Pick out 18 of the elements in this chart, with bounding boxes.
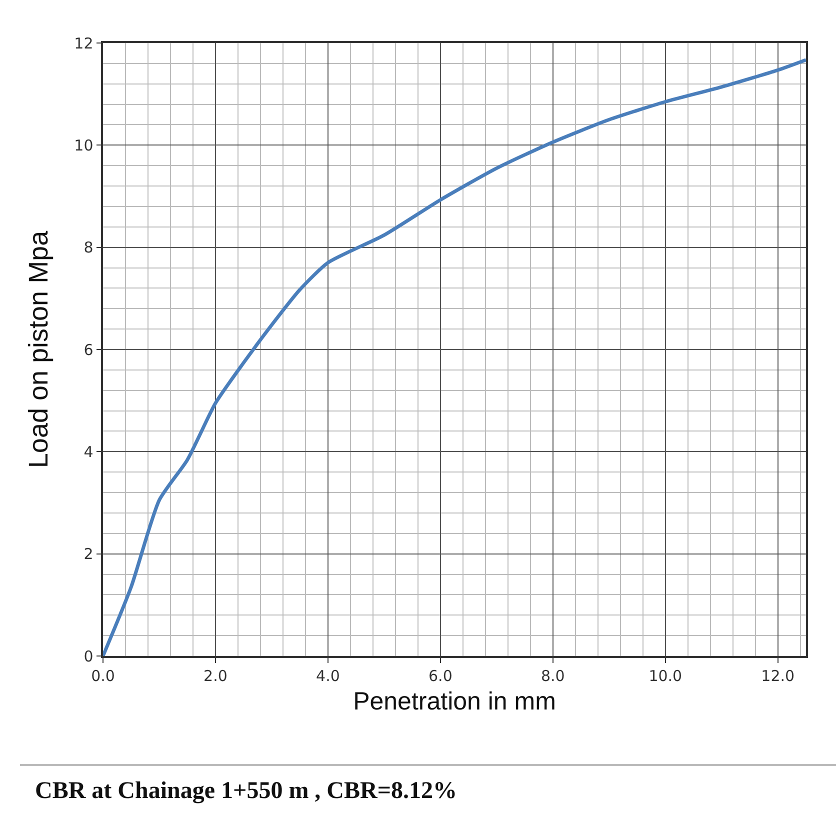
x-tick-label: 8.0	[540, 666, 565, 685]
y-axis-title: Load on piston Mpa	[24, 230, 54, 468]
text: CBR at Chainage 1+550 m , CBR=8.12%	[35, 778, 458, 804]
x-axis-title: Penetration in mm	[353, 687, 556, 716]
y-tick-label: 2	[84, 545, 94, 564]
x-tick-label: 10.0	[648, 666, 682, 685]
y-tick-label: 10	[74, 136, 94, 154]
y-tick-label: 8	[84, 238, 94, 257]
x-tick-label: 12.0	[761, 666, 795, 685]
y-tick-label: 4	[84, 442, 94, 461]
x-tick-label: 6.0	[428, 666, 452, 685]
line-series	[103, 58, 806, 656]
y-tick-label: 6	[84, 340, 94, 359]
y-tick-label: 12	[74, 34, 94, 52]
x-tick-label: 0.0	[91, 666, 115, 685]
x-tick-label: 2.0	[204, 666, 228, 685]
x-tick-label: 4.0	[316, 666, 340, 685]
y-tick-label: 0	[84, 647, 94, 666]
